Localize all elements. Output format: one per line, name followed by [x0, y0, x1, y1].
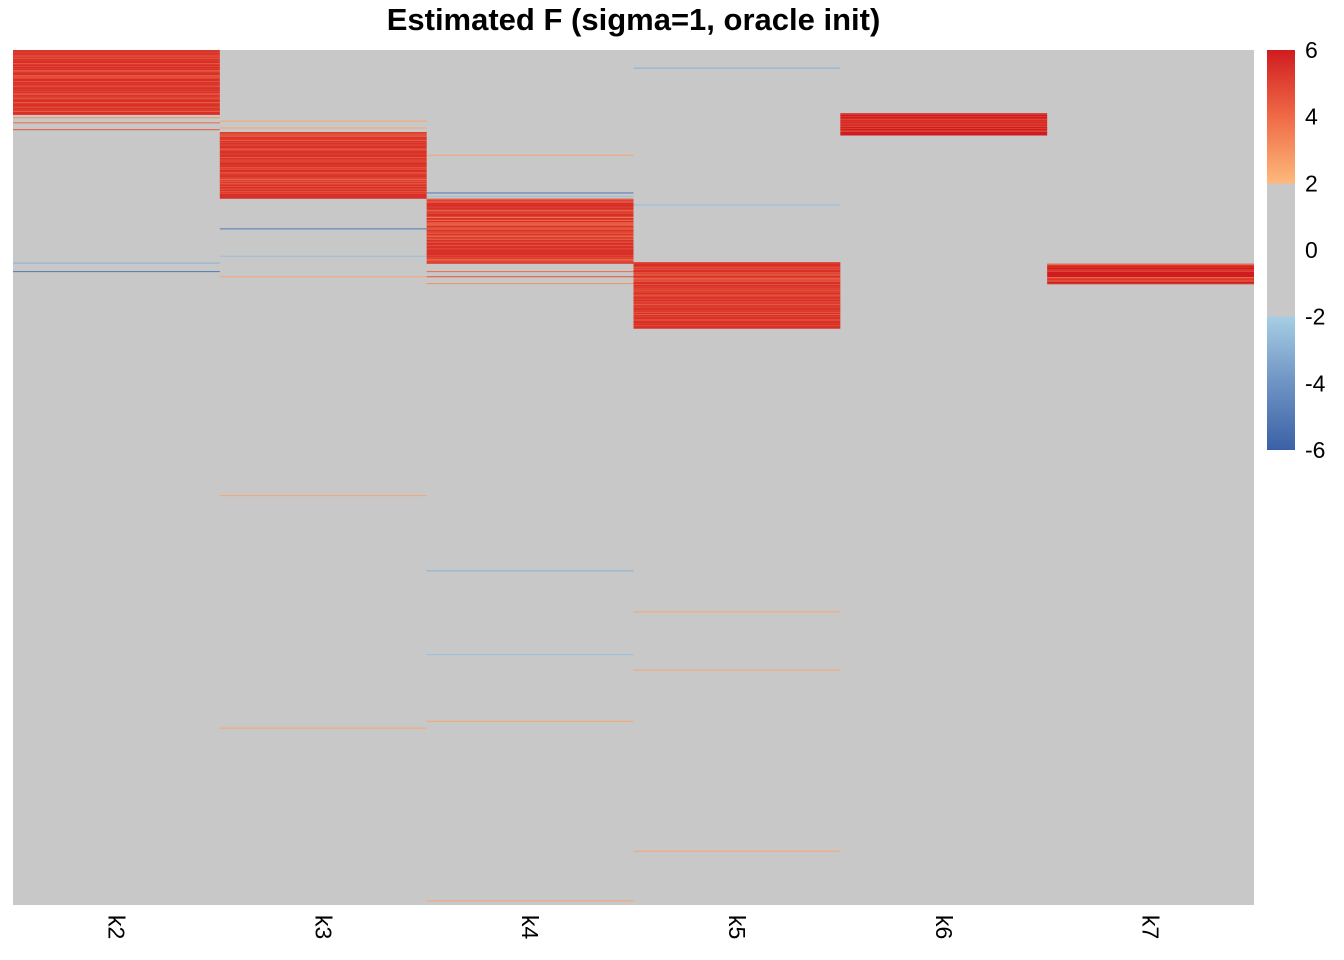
- heatmap-cell: [426, 900, 634, 902]
- heatmap-block-k7: [1047, 263, 1254, 285]
- heatmap-cell: [219, 255, 427, 257]
- heatmap-cell: [633, 67, 841, 69]
- heatmap-cell: [426, 654, 634, 656]
- heatmap-cell: [13, 271, 220, 273]
- heatmap-cell: [633, 669, 841, 671]
- heatmap-cell: [426, 195, 634, 197]
- heatmap-cell: [633, 611, 841, 613]
- legend-color-bar: [1267, 50, 1295, 450]
- heatmap-cell: [426, 720, 634, 722]
- heatmap-cell: [219, 127, 427, 129]
- heatmap-cell: [219, 276, 427, 278]
- chart-title: Estimated F (sigma=1, oracle init): [386, 2, 881, 37]
- x-tick-label-k4: k4: [517, 915, 543, 940]
- heatmap-cell: [13, 262, 220, 264]
- heatmap-cell: [13, 117, 220, 119]
- heatmap-cell: [426, 192, 634, 194]
- x-axis-labels: k2 k3 k4 k5 k6 k7: [103, 915, 1163, 940]
- legend-tick-label: -6: [1305, 437, 1325, 463]
- heatmap-cell: [426, 283, 634, 285]
- legend-tick-label: 6: [1305, 37, 1318, 63]
- legend-tick-label: -4: [1305, 370, 1326, 396]
- x-tick-label-k3: k3: [310, 915, 336, 939]
- x-tick-label-k2: k2: [103, 915, 129, 939]
- heatmap-cell: [13, 122, 220, 124]
- color-legend: 6 4 2 0 -2 -4 -6: [1267, 37, 1326, 463]
- legend-tick-label: 0: [1305, 237, 1318, 263]
- heatmap-cell: [426, 271, 634, 273]
- heatmap-plot-area: [13, 50, 1254, 905]
- heatmap-block-k2: [13, 50, 220, 115]
- heatmap-cell: [219, 495, 427, 497]
- legend-tick-label: -2: [1305, 304, 1325, 330]
- heatmap-cell: [426, 276, 634, 278]
- heatmap-cell: [219, 727, 427, 729]
- legend-tick-label: 4: [1305, 104, 1318, 130]
- heatmap-cell: [426, 154, 634, 156]
- heatmap-cell: [633, 204, 841, 206]
- heatmap-block-k6: [840, 113, 1048, 136]
- x-tick-label-k7: k7: [1138, 915, 1164, 939]
- x-tick-label-k5: k5: [724, 915, 750, 939]
- heatmap-cell: [633, 850, 841, 852]
- heatmap-cell: [426, 570, 634, 572]
- legend-tick-label: 2: [1305, 170, 1318, 196]
- heatmap-cell: [13, 129, 220, 131]
- x-tick-label-k6: k6: [931, 915, 957, 939]
- heatmap-background: [13, 50, 1254, 905]
- heatmap-cell: [219, 228, 427, 230]
- heatmap-cell: [219, 120, 427, 122]
